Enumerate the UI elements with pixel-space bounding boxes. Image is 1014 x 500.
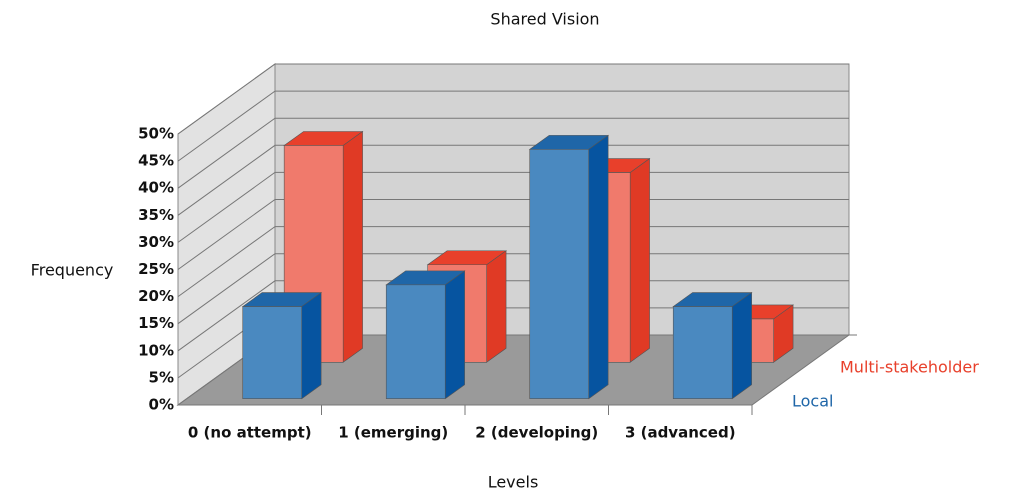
grid-line <box>177 117 849 189</box>
bar <box>529 149 590 400</box>
grid-line <box>177 199 849 270</box>
y-tick-label: 20% <box>138 287 174 305</box>
grid-line <box>177 63 849 135</box>
x-tick-label: 3 (advanced) <box>625 424 736 442</box>
y-tick-label: 0% <box>149 396 174 414</box>
x-tick-label: 0 (no attempt) <box>188 424 312 442</box>
y-tick-label: 35% <box>138 206 174 224</box>
grid-line <box>177 280 849 352</box>
y-tick-label: 30% <box>138 233 174 251</box>
grid-line <box>177 144 849 216</box>
y-tick-label: 15% <box>138 314 174 332</box>
bar-side <box>731 291 752 400</box>
grid-line <box>177 171 849 243</box>
grid-line <box>177 90 849 162</box>
y-tick-label: 50% <box>138 125 174 143</box>
legend-label: Local <box>792 392 833 411</box>
y-tick-label: 5% <box>149 368 174 386</box>
legend-label: Multi-stakeholder <box>840 358 979 377</box>
grid-line <box>177 226 849 298</box>
bar-side <box>588 134 609 400</box>
y-tick-label: 40% <box>138 179 174 197</box>
bar-side <box>629 158 650 363</box>
bar-side <box>342 130 363 363</box>
bar-side <box>486 250 507 363</box>
y-tick-label: 10% <box>138 341 174 359</box>
bar <box>672 306 733 400</box>
y-tick-label: 25% <box>138 260 174 278</box>
x-axis-label: Levels <box>488 473 539 492</box>
bar-side <box>301 291 322 400</box>
y-axis-label: Frequency <box>31 261 114 280</box>
y-tick-label: 45% <box>138 152 174 170</box>
chart-title: Shared Vision <box>490 10 599 29</box>
bar <box>385 284 446 400</box>
x-tick-label: 2 (developing) <box>475 424 598 442</box>
grid-line <box>177 253 849 325</box>
x-tick-label: 1 (emerging) <box>338 424 448 442</box>
bar <box>242 306 303 400</box>
bar-side <box>444 270 465 400</box>
